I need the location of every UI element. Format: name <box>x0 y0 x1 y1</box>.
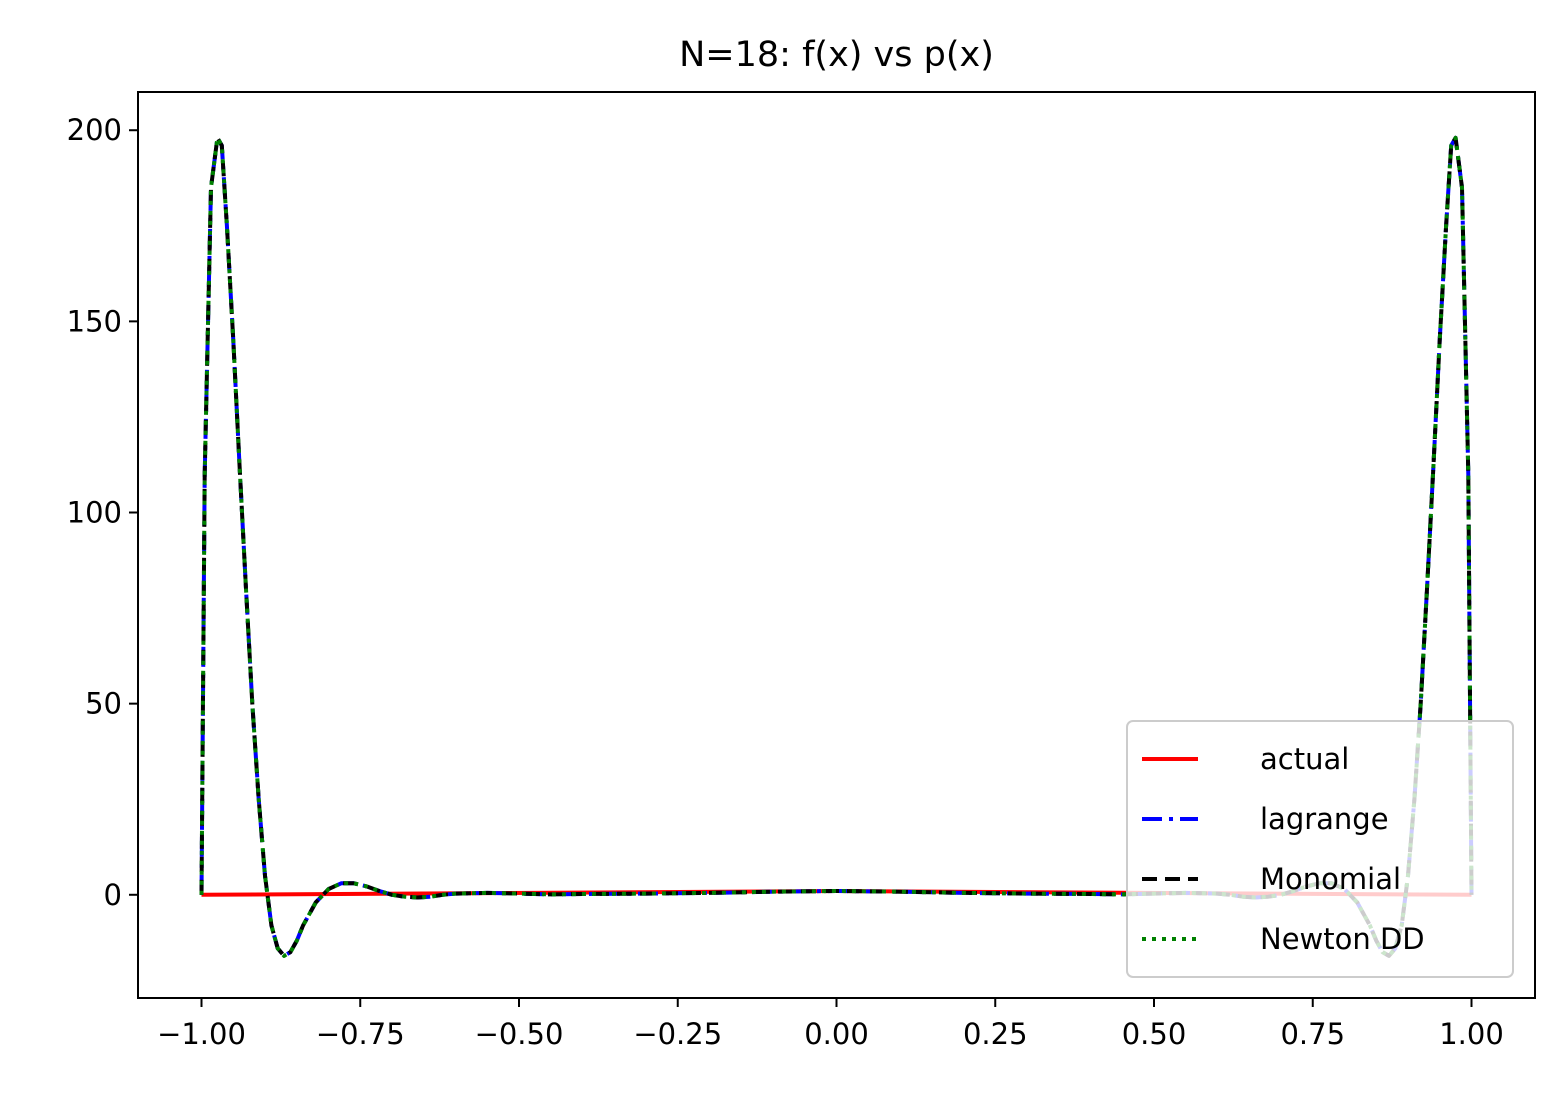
x-tick-label: −1.00 <box>157 1017 246 1051</box>
y-tick-label: 200 <box>67 113 122 147</box>
legend: actual lagrange Monomial Newton DD <box>1126 720 1514 978</box>
x-tick-label: 0.25 <box>963 1017 1028 1051</box>
x-tick-label: 0.50 <box>1122 1017 1187 1051</box>
x-tick-label: 1.00 <box>1439 1017 1504 1051</box>
plot-area <box>138 92 1535 998</box>
axes: −1.00 −0.75 −0.50 −0.25 0.00 0.25 0.50 0.75 1.00… <box>67 91 1536 1051</box>
legend-label: Monomial <box>1260 862 1401 896</box>
legend-label: lagrange <box>1260 802 1389 836</box>
y-tick-label: 50 <box>85 687 122 721</box>
x-tick-label: 0.00 <box>804 1017 869 1051</box>
y-tick-label: 150 <box>67 304 122 338</box>
x-tick-label: −0.25 <box>633 1017 722 1051</box>
legend-label: actual <box>1260 742 1349 776</box>
y-tick-label: 0 <box>104 878 122 912</box>
chart-title: N=18: f(x) vs p(x) <box>679 35 994 75</box>
x-tick-label: 0.75 <box>1280 1017 1345 1051</box>
legend-box <box>1126 720 1514 978</box>
x-tick-label: −0.50 <box>475 1017 564 1051</box>
x-tick-label: −0.75 <box>316 1017 405 1051</box>
legend-label: Newton DD <box>1260 922 1425 956</box>
y-tick-label: 100 <box>67 496 122 530</box>
